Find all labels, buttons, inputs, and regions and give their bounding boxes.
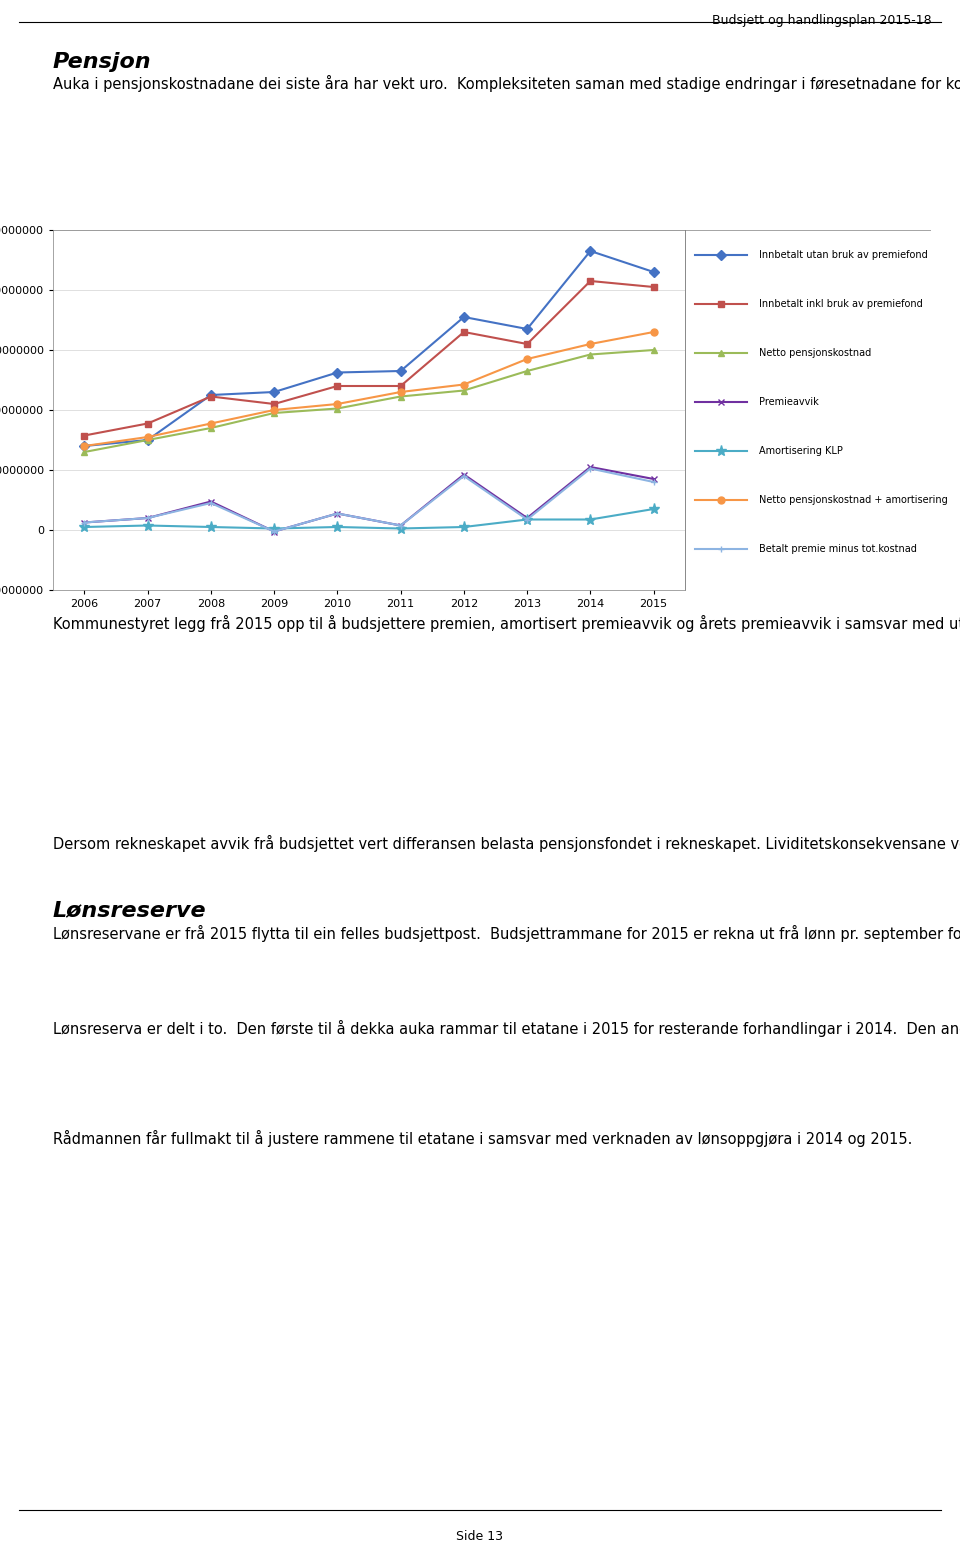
Text: Lønsreserva er delt i to.  Den første til å dekka auka rammar til etatane i 2015: Lønsreserva er delt i to. Den første til… bbox=[53, 1021, 960, 1038]
Betalt premie minus tot.kostnad bbox=[648, 472, 660, 491]
Netto pensjonskostnad + amortisering bbox=[521, 350, 533, 369]
Amortisering KLP bbox=[79, 517, 90, 536]
Innbetalt utan bruk av premiefond bbox=[395, 361, 406, 380]
Text: Innbetalt inkl bruk av premiefond: Innbetalt inkl bruk av premiefond bbox=[759, 300, 923, 309]
Line: Innbetalt inkl bruk av premiefond: Innbetalt inkl bruk av premiefond bbox=[81, 278, 657, 438]
Text: Amortisering KLP: Amortisering KLP bbox=[759, 446, 843, 455]
Innbetalt utan bruk av premiefond bbox=[585, 242, 596, 261]
Premieavvik bbox=[331, 505, 343, 523]
Amortisering KLP bbox=[395, 519, 406, 537]
Premieavvik bbox=[395, 516, 406, 534]
Amortisering KLP bbox=[521, 510, 533, 528]
Text: Auka i pensjonskostnadane dei siste åra har vekt uro.  Kompleksiteten saman med : Auka i pensjonskostnadane dei siste åra … bbox=[53, 76, 960, 93]
Premieavvik bbox=[205, 493, 217, 511]
Amortisering KLP bbox=[458, 517, 469, 536]
Netto pensjonskostnad + amortisering bbox=[205, 414, 217, 432]
Innbetalt inkl bruk av premiefond bbox=[521, 335, 533, 354]
Premieavvik bbox=[648, 469, 660, 488]
Netto pensjonskostnad bbox=[521, 361, 533, 380]
Text: Lønsreservane er frå 2015 flytta til ein felles budsjettpost.  Budsjettrammane f: Lønsreservane er frå 2015 flytta til ein… bbox=[53, 925, 960, 942]
Text: Kommunestyret legg frå 2015 opp til å budsjettere premien, amortisert premieavvi: Kommunestyret legg frå 2015 opp til å bu… bbox=[53, 615, 960, 631]
Line: Innbetalt utan bruk av premiefond: Innbetalt utan bruk av premiefond bbox=[81, 247, 657, 449]
Innbetalt inkl bruk av premiefond bbox=[269, 395, 280, 414]
Premieavvik bbox=[269, 522, 280, 540]
Betalt premie minus tot.kostnad bbox=[205, 494, 217, 513]
Innbetalt inkl bruk av premiefond bbox=[648, 278, 660, 296]
Innbetalt inkl bruk av premiefond bbox=[458, 323, 469, 341]
Innbetalt utan bruk av premiefond bbox=[79, 437, 90, 455]
Text: Netto pensjonskostnad + amortisering: Netto pensjonskostnad + amortisering bbox=[759, 494, 948, 505]
Netto pensjonskostnad bbox=[79, 443, 90, 462]
Innbetalt utan bruk av premiefond bbox=[205, 386, 217, 405]
Netto pensjonskostnad + amortisering bbox=[79, 437, 90, 455]
Amortisering KLP bbox=[585, 510, 596, 528]
Netto pensjonskostnad + amortisering bbox=[458, 375, 469, 394]
Text: Rådmannen får fullmakt til å justere rammene til etatane i samsvar med verknaden: Rådmannen får fullmakt til å justere ram… bbox=[53, 1130, 912, 1147]
Betalt premie minus tot.kostnad bbox=[269, 522, 280, 540]
Line: Betalt premie minus tot.kostnad: Betalt premie minus tot.kostnad bbox=[81, 465, 657, 534]
Line: Amortisering KLP: Amortisering KLP bbox=[79, 503, 660, 534]
Amortisering KLP bbox=[205, 517, 217, 536]
Text: Lønsreserve: Lønsreserve bbox=[53, 900, 206, 920]
Amortisering KLP bbox=[142, 516, 154, 534]
Netto pensjonskostnad bbox=[331, 400, 343, 418]
Innbetalt inkl bruk av premiefond bbox=[331, 377, 343, 395]
Betalt premie minus tot.kostnad bbox=[521, 510, 533, 528]
Premieavvik bbox=[142, 508, 154, 527]
Innbetalt inkl bruk av premiefond bbox=[79, 426, 90, 445]
Betalt premie minus tot.kostnad bbox=[585, 459, 596, 477]
Text: Budsjett og handlingsplan 2015-18: Budsjett og handlingsplan 2015-18 bbox=[711, 14, 931, 26]
Amortisering KLP bbox=[648, 500, 660, 519]
Innbetalt utan bruk av premiefond bbox=[521, 320, 533, 338]
Innbetalt inkl bruk av premiefond bbox=[395, 377, 406, 395]
Netto pensjonskostnad + amortisering bbox=[395, 383, 406, 401]
Innbetalt inkl bruk av premiefond bbox=[205, 388, 217, 406]
Netto pensjonskostnad + amortisering bbox=[269, 401, 280, 420]
Netto pensjonskostnad + amortisering bbox=[142, 428, 154, 446]
Line: Premieavvik: Premieavvik bbox=[81, 463, 657, 534]
Betalt premie minus tot.kostnad bbox=[79, 513, 90, 531]
Netto pensjonskostnad bbox=[648, 341, 660, 360]
Innbetalt utan bruk av premiefond bbox=[331, 363, 343, 381]
Netto pensjonskostnad + amortisering bbox=[331, 395, 343, 414]
Netto pensjonskostnad bbox=[205, 418, 217, 437]
Innbetalt utan bruk av premiefond bbox=[648, 262, 660, 281]
Premieavvik bbox=[585, 457, 596, 476]
Text: Netto pensjonskostnad: Netto pensjonskostnad bbox=[759, 347, 872, 358]
Text: Dersom rekneskapet avvik frå budsjettet vert differansen belasta pensjonsfondet : Dersom rekneskapet avvik frå budsjettet … bbox=[53, 835, 960, 852]
Premieavvik bbox=[79, 513, 90, 531]
Premieavvik bbox=[458, 465, 469, 483]
Innbetalt utan bruk av premiefond bbox=[142, 431, 154, 449]
Innbetalt inkl bruk av premiefond bbox=[585, 272, 596, 290]
Text: Innbetalt utan bruk av premiefond: Innbetalt utan bruk av premiefond bbox=[759, 250, 927, 261]
Betalt premie minus tot.kostnad bbox=[458, 466, 469, 485]
Text: Premieavvik: Premieavvik bbox=[759, 397, 819, 408]
Netto pensjonskostnad bbox=[269, 403, 280, 422]
Netto pensjonskostnad bbox=[142, 431, 154, 449]
Innbetalt utan bruk av premiefond bbox=[458, 307, 469, 326]
Text: Side 13: Side 13 bbox=[457, 1530, 503, 1542]
Line: Netto pensjonskostnad + amortisering: Netto pensjonskostnad + amortisering bbox=[81, 329, 657, 449]
Betalt premie minus tot.kostnad bbox=[395, 516, 406, 534]
Netto pensjonskostnad + amortisering bbox=[585, 335, 596, 354]
Netto pensjonskostnad bbox=[585, 346, 596, 364]
Premieavvik bbox=[521, 508, 533, 527]
Betalt premie minus tot.kostnad bbox=[331, 505, 343, 523]
Line: Netto pensjonskostnad: Netto pensjonskostnad bbox=[81, 346, 657, 455]
Innbetalt inkl bruk av premiefond bbox=[142, 414, 154, 432]
Netto pensjonskostnad bbox=[395, 388, 406, 406]
Betalt premie minus tot.kostnad bbox=[142, 508, 154, 527]
Amortisering KLP bbox=[269, 519, 280, 537]
Innbetalt utan bruk av premiefond bbox=[269, 383, 280, 401]
Netto pensjonskostnad bbox=[458, 381, 469, 400]
Text: Betalt premie minus tot.kostnad: Betalt premie minus tot.kostnad bbox=[759, 543, 917, 554]
Amortisering KLP bbox=[331, 517, 343, 536]
Text: Pensjon: Pensjon bbox=[53, 52, 152, 73]
Netto pensjonskostnad + amortisering bbox=[648, 323, 660, 341]
